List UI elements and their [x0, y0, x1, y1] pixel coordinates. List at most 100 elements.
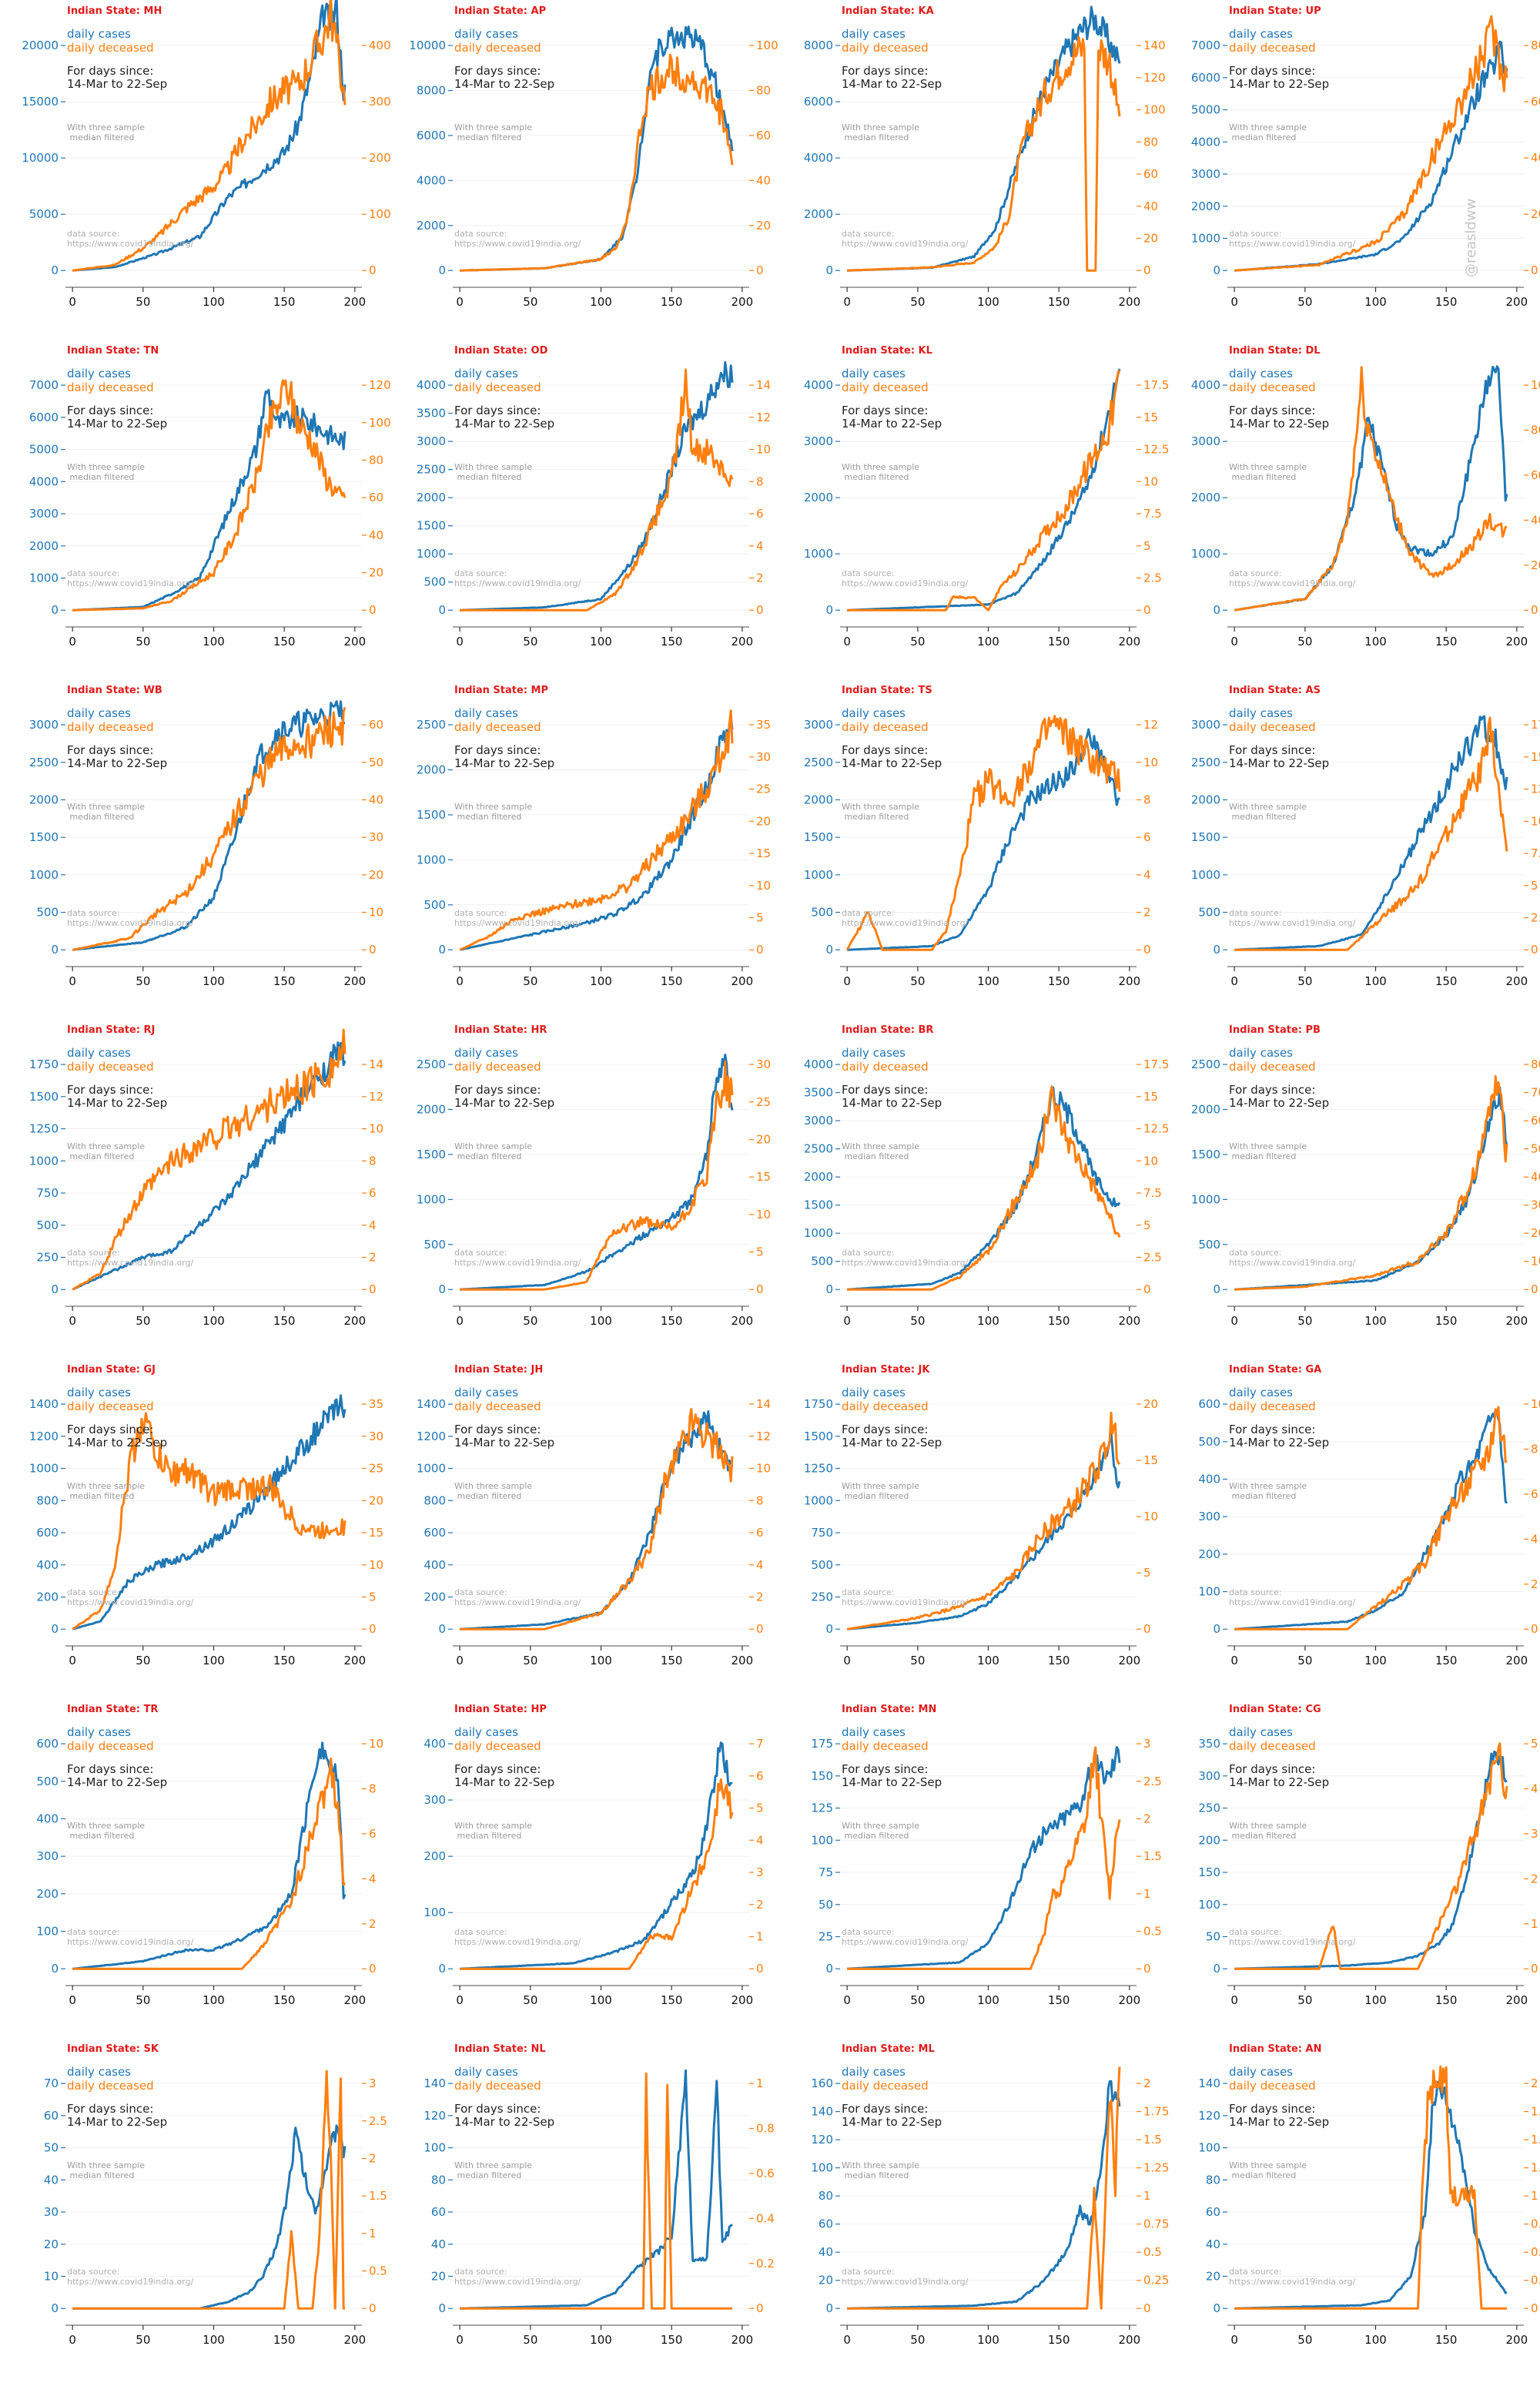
right-tick-label: 60	[1531, 1114, 1540, 1128]
filter-note: With three sample median filtered	[454, 1821, 533, 1841]
x-tick-label: 150	[1435, 2333, 1458, 2347]
right-tick-label: 20	[1143, 231, 1158, 245]
data-source: data source: https://www.covid19india.or…	[842, 1927, 969, 1947]
x-tick-label: 0	[69, 295, 76, 309]
left-tick-label: 1000	[29, 1154, 59, 1168]
right-tick-label: 2.5	[1531, 910, 1540, 924]
chart-panel-kl: 0 1000 2000 3000 4000 0 2.5 5 7.5 10 12.5 15 17.5 0 50…	[775, 340, 1170, 679]
chart-panel-hr: 0 500 1000 1500 2000 2500 0 5 10 15 20 25 30 0 50 100 15…	[387, 1019, 771, 1359]
left-tick-label: 3000	[804, 718, 833, 732]
left-tick-label: 200	[1198, 1547, 1220, 1561]
x-tick-label: 100	[590, 1314, 612, 1328]
legend-cases: daily cases	[1229, 27, 1293, 41]
data-source: data source: https://www.covid19india.or…	[1229, 568, 1356, 588]
right-tick-label: 0.8	[756, 2121, 775, 2135]
right-tick-label: 0	[1531, 263, 1538, 277]
x-tick-label: 150	[1048, 1993, 1070, 2007]
right-tick-label: 1.25	[1531, 2161, 1540, 2175]
x-tick-label: 100	[977, 295, 999, 309]
chart-panel-mp: 0 500 1000 1500 2000 2500 0 5 10 15 20 25 30 35 0 50 100…	[387, 679, 771, 1019]
right-tick-label: 2	[756, 1898, 764, 1912]
x-tick-label: 100	[203, 1993, 225, 2007]
right-tick-label: 4	[369, 1872, 377, 1885]
filter-note: With three sample median filtered	[842, 1481, 920, 1501]
right-tick-label: 1	[756, 2076, 764, 2090]
chart-svg: 0 200 400 600 800 1000 1200 1400 0 5 10 15 20 25 30 35 0…	[29, 1394, 383, 1667]
left-tick-label: 300	[36, 1849, 59, 1863]
x-tick-label: 50	[136, 295, 150, 309]
left-tick-label: 500	[1198, 1238, 1220, 1252]
chart-title: Indian State: TR	[67, 1704, 159, 1715]
cases-line	[847, 728, 1121, 951]
left-tick-label: 40	[1206, 2237, 1220, 2251]
cases-line	[1234, 2080, 1508, 2310]
x-tick-label: 0	[1230, 1993, 1238, 2007]
right-tick-label: 14	[756, 1397, 771, 1411]
left-tick-label: 1500	[29, 1090, 59, 1104]
left-tick-label: 1750	[804, 1397, 833, 1411]
legend-deaths: daily deceased	[1229, 2079, 1316, 2093]
left-tick-label: 0	[1213, 263, 1220, 277]
left-tick-label: 0	[825, 2301, 833, 2315]
left-tick-label: 140	[424, 2076, 446, 2090]
right-tick-label: 12	[756, 1429, 771, 1443]
left-tick-label: 0	[51, 603, 59, 617]
date-range: For days since: 14-Mar to 22-Sep	[67, 2102, 168, 2130]
chart-svg: 0 100 200 300 400 0 1 2 3 4 5 6 7 0 50 100 150 200	[424, 1737, 764, 2007]
data-source: data source: https://www.covid19india.or…	[454, 2267, 581, 2287]
left-tick-label: 1400	[29, 1397, 59, 1411]
chart-title: Indian State: OD	[454, 345, 548, 357]
legend-cases: daily cases	[454, 367, 518, 380]
left-tick-label: 500	[424, 898, 446, 912]
left-tick-label: 800	[36, 1493, 59, 1507]
right-tick-label: 100	[756, 39, 778, 52]
right-tick-label: 25	[756, 1095, 771, 1109]
right-tick-label: 2	[1531, 1577, 1538, 1591]
legend-deaths: daily deceased	[67, 1739, 154, 1753]
chart-title: Indian State: CG	[1229, 1704, 1321, 1715]
right-tick-label: 0.6	[756, 2167, 775, 2180]
filter-note: With three sample median filtered	[1229, 1821, 1307, 1841]
x-tick-label: 150	[1435, 635, 1458, 649]
chart-title: Indian State: MP	[454, 685, 548, 696]
left-tick-label: 250	[1198, 1801, 1220, 1815]
filter-note: With three sample median filtered	[1229, 462, 1307, 482]
legend-deaths: daily deceased	[1229, 1739, 1316, 1753]
cases-line	[460, 360, 734, 612]
left-tick-label: 0	[438, 603, 446, 617]
x-tick-label: 50	[523, 635, 537, 649]
deaths-line	[847, 35, 1121, 272]
deaths-line	[460, 368, 734, 612]
chart-svg: 02040608010012014000.250.50.7511.251.51.…	[1198, 2065, 1540, 2347]
chart-title: Indian State: PB	[1229, 1024, 1321, 1036]
x-tick-label: 0	[69, 2333, 76, 2347]
left-tick-label: 3500	[417, 407, 446, 421]
filter-note: With three sample median filtered	[842, 1141, 920, 1161]
left-tick-label: 0	[1213, 943, 1220, 957]
chart-panel-od: 0 500 1000 1500 2000 2500 3000 3500 4000 0 2 4 6 8 10 1…	[387, 340, 771, 679]
chart-svg: 0 500 1000 1500 2000 2500 0 5 10 15 20 25 30 0 50 100 15…	[417, 1054, 771, 1328]
left-tick-label: 0	[438, 943, 446, 957]
data-source: data source: https://www.covid19india.or…	[454, 1587, 581, 1607]
left-tick-label: 500	[424, 575, 446, 589]
x-tick-label: 50	[1297, 295, 1312, 309]
left-tick-label: 120	[424, 2109, 446, 2123]
right-tick-label: 7	[756, 1737, 764, 1751]
x-tick-label: 50	[523, 2333, 537, 2347]
x-tick-label: 0	[69, 1314, 76, 1328]
chart-panel-hp: 0 100 200 300 400 0 1 2 3 4 5 6 7 0 50 100 150 200 Indian …	[387, 1698, 764, 2038]
right-tick-label: 20	[369, 1493, 383, 1507]
left-tick-label: 20	[44, 2237, 59, 2251]
left-tick-label: 3000	[29, 507, 59, 521]
x-tick-label: 100	[1364, 1654, 1387, 1667]
left-tick-label: 0	[51, 263, 59, 277]
right-tick-label: 10	[369, 906, 383, 920]
right-tick-label: 6	[1531, 1487, 1538, 1501]
filter-note: With three sample median filtered	[67, 2160, 146, 2180]
x-tick-label: 50	[523, 1314, 537, 1328]
right-tick-label: 1	[1143, 1887, 1151, 1901]
right-tick-label: 17.5	[1531, 718, 1540, 732]
right-tick-label: 4	[1143, 868, 1151, 882]
deaths-line	[72, 706, 346, 951]
chart-svg: 0 500 1000 1500 2000 2500 3000 0 2 4 6 8 10 12 0 50 100 1…	[804, 715, 1158, 988]
